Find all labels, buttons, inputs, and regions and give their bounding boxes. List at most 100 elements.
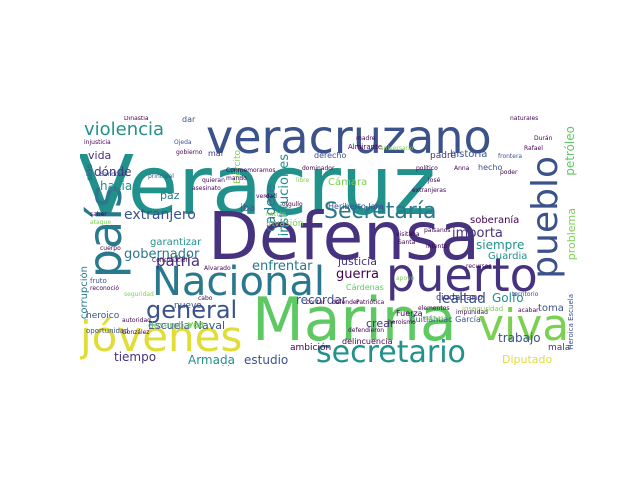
word-desembarco: desembarco [148, 321, 204, 331]
word-extranjeras: extranjeras [412, 187, 447, 194]
word-acabar: acabar [518, 307, 539, 314]
word-fuerza: Fuerza [396, 309, 423, 318]
word-extranjero: extranjero [124, 207, 196, 223]
word-ataque: ataque [90, 219, 112, 226]
word-nacion: nación [266, 211, 286, 218]
word-asesinato: asesinato [192, 185, 221, 192]
word-cuerpo: cuerpo [100, 245, 121, 252]
word-petroleo: petróleo [563, 126, 577, 176]
word-enfrentar: enfrentar [252, 259, 313, 274]
word-gobernador: gobernador [124, 247, 200, 262]
word-gobierno: gobierno [176, 149, 203, 156]
word-lealtad: lealtad [438, 291, 486, 307]
word-jose: José [428, 177, 441, 184]
word-derecho: derecho [314, 151, 347, 160]
word-dar: dar [182, 116, 196, 124]
word-recordar: recordar [296, 293, 347, 307]
word-toma: toma [538, 303, 564, 314]
word-anna: Anna [454, 165, 470, 172]
word-jovenes: jóvenes [80, 312, 243, 361]
word-seguridad: seguridad [124, 291, 154, 298]
word-historia: historia [450, 149, 488, 160]
word-territorio: territorio [512, 291, 539, 298]
word-gonzalez: González [122, 329, 150, 336]
word-orgullo: orgullo [282, 201, 303, 208]
word-quieran: quieran [202, 177, 225, 184]
word-oportunidad: oportunidad [86, 327, 129, 335]
word-carnes: carnes [424, 315, 444, 322]
word-dinastia: Dinastía [124, 116, 149, 122]
word-almirante: Almirante [348, 143, 383, 151]
word-mal: mal [208, 149, 223, 158]
word-impunidad: impunidad [456, 309, 488, 316]
word-frontera: frontera [498, 153, 523, 160]
word-intento: intento [426, 243, 448, 250]
word-patria: patria [156, 252, 201, 270]
word-marina: Marina [252, 285, 457, 355]
word-paz: paz [160, 189, 180, 202]
word-visitaba: visitaba [396, 231, 420, 238]
word-heriberto-jara: Heriberto Jara [328, 202, 384, 211]
word-injusticia: injusticia [84, 139, 111, 146]
word-conmemoramos: Conmemoramos [226, 167, 276, 174]
word-defensa: Defensa [208, 198, 480, 275]
word-defendieron: defendieron [348, 327, 385, 334]
word-autoridad: autoridad [122, 317, 151, 324]
word-diputado: Diputado [502, 353, 553, 366]
word-viva: viva [478, 300, 570, 351]
word-problema: problema [565, 208, 578, 261]
word-padre: padre [430, 151, 456, 161]
word-veracruz: Veracruz [80, 139, 436, 234]
word-heroica-escuela: Heroica Escuela [567, 294, 575, 350]
word-inseguridad: inseguridad [462, 305, 504, 313]
word-justicia: justicia [338, 255, 377, 268]
word-violencia: violencia [84, 119, 165, 140]
word-ojeda: Ojeda [174, 139, 192, 146]
word-donde: dónde [94, 165, 132, 179]
word-mala: mala [548, 343, 571, 353]
word-libre: libre [296, 177, 310, 184]
word-rafael: Rafael [524, 145, 543, 152]
word-cabo: cabo [198, 295, 213, 302]
word-importa: importa [452, 226, 503, 241]
word-cuitlahuac-garcia: Cuitláhuac García [410, 315, 481, 324]
word-naturales: naturales [510, 116, 539, 122]
word-verdad: verdad [256, 193, 277, 200]
word-patriotica: Patriótica [356, 299, 385, 306]
word-principal: principal [148, 173, 174, 180]
word-heroico: heroico [86, 311, 120, 321]
word-guardia: Guardia [488, 251, 528, 262]
word-armada: Armada [188, 353, 235, 366]
word-veracruzano: veracruzano [206, 116, 492, 164]
word-nacional: Nacional [152, 259, 325, 305]
word-golfo: Golfo [492, 291, 524, 305]
word-dominador: dominador [302, 165, 335, 172]
word-heroismo: heroísmo [388, 319, 416, 326]
word-constitucion: Constitución [152, 257, 190, 264]
word-politico: político [416, 165, 438, 172]
word-garantizar: garantizar [150, 237, 202, 248]
word-camara: Cámara [328, 177, 368, 188]
word-paisanos: paisanos [424, 227, 451, 234]
word-contar: contar [306, 299, 326, 306]
word-aniversario: aniversario [380, 145, 414, 152]
word-sandoval: Sandoval [100, 171, 128, 178]
word-nuevo: nuevo [174, 301, 202, 311]
word-elementos: elementos [418, 305, 450, 312]
word-siempre: siempre [476, 238, 525, 252]
word-puerto: puerto [386, 248, 538, 302]
word-santa: Santa [398, 239, 416, 246]
word-general: general [146, 296, 238, 324]
word-trabajo: trabajo [498, 331, 541, 345]
word-ciudadano: ciudadano [436, 293, 483, 303]
word-tiempo: tiempo [114, 350, 157, 364]
word-reconocio: reconoció [90, 285, 120, 292]
word-hecho: hecho [478, 163, 503, 172]
word-mando: mando [226, 175, 247, 182]
word-escuela-naval: Escuela Naval [148, 319, 226, 332]
word-poder: poder [500, 169, 518, 176]
word-saber: saber [90, 211, 107, 218]
word-duran: Durán [534, 135, 553, 142]
word-sido: sido [85, 164, 94, 181]
word-fruto: fruto [90, 277, 107, 285]
